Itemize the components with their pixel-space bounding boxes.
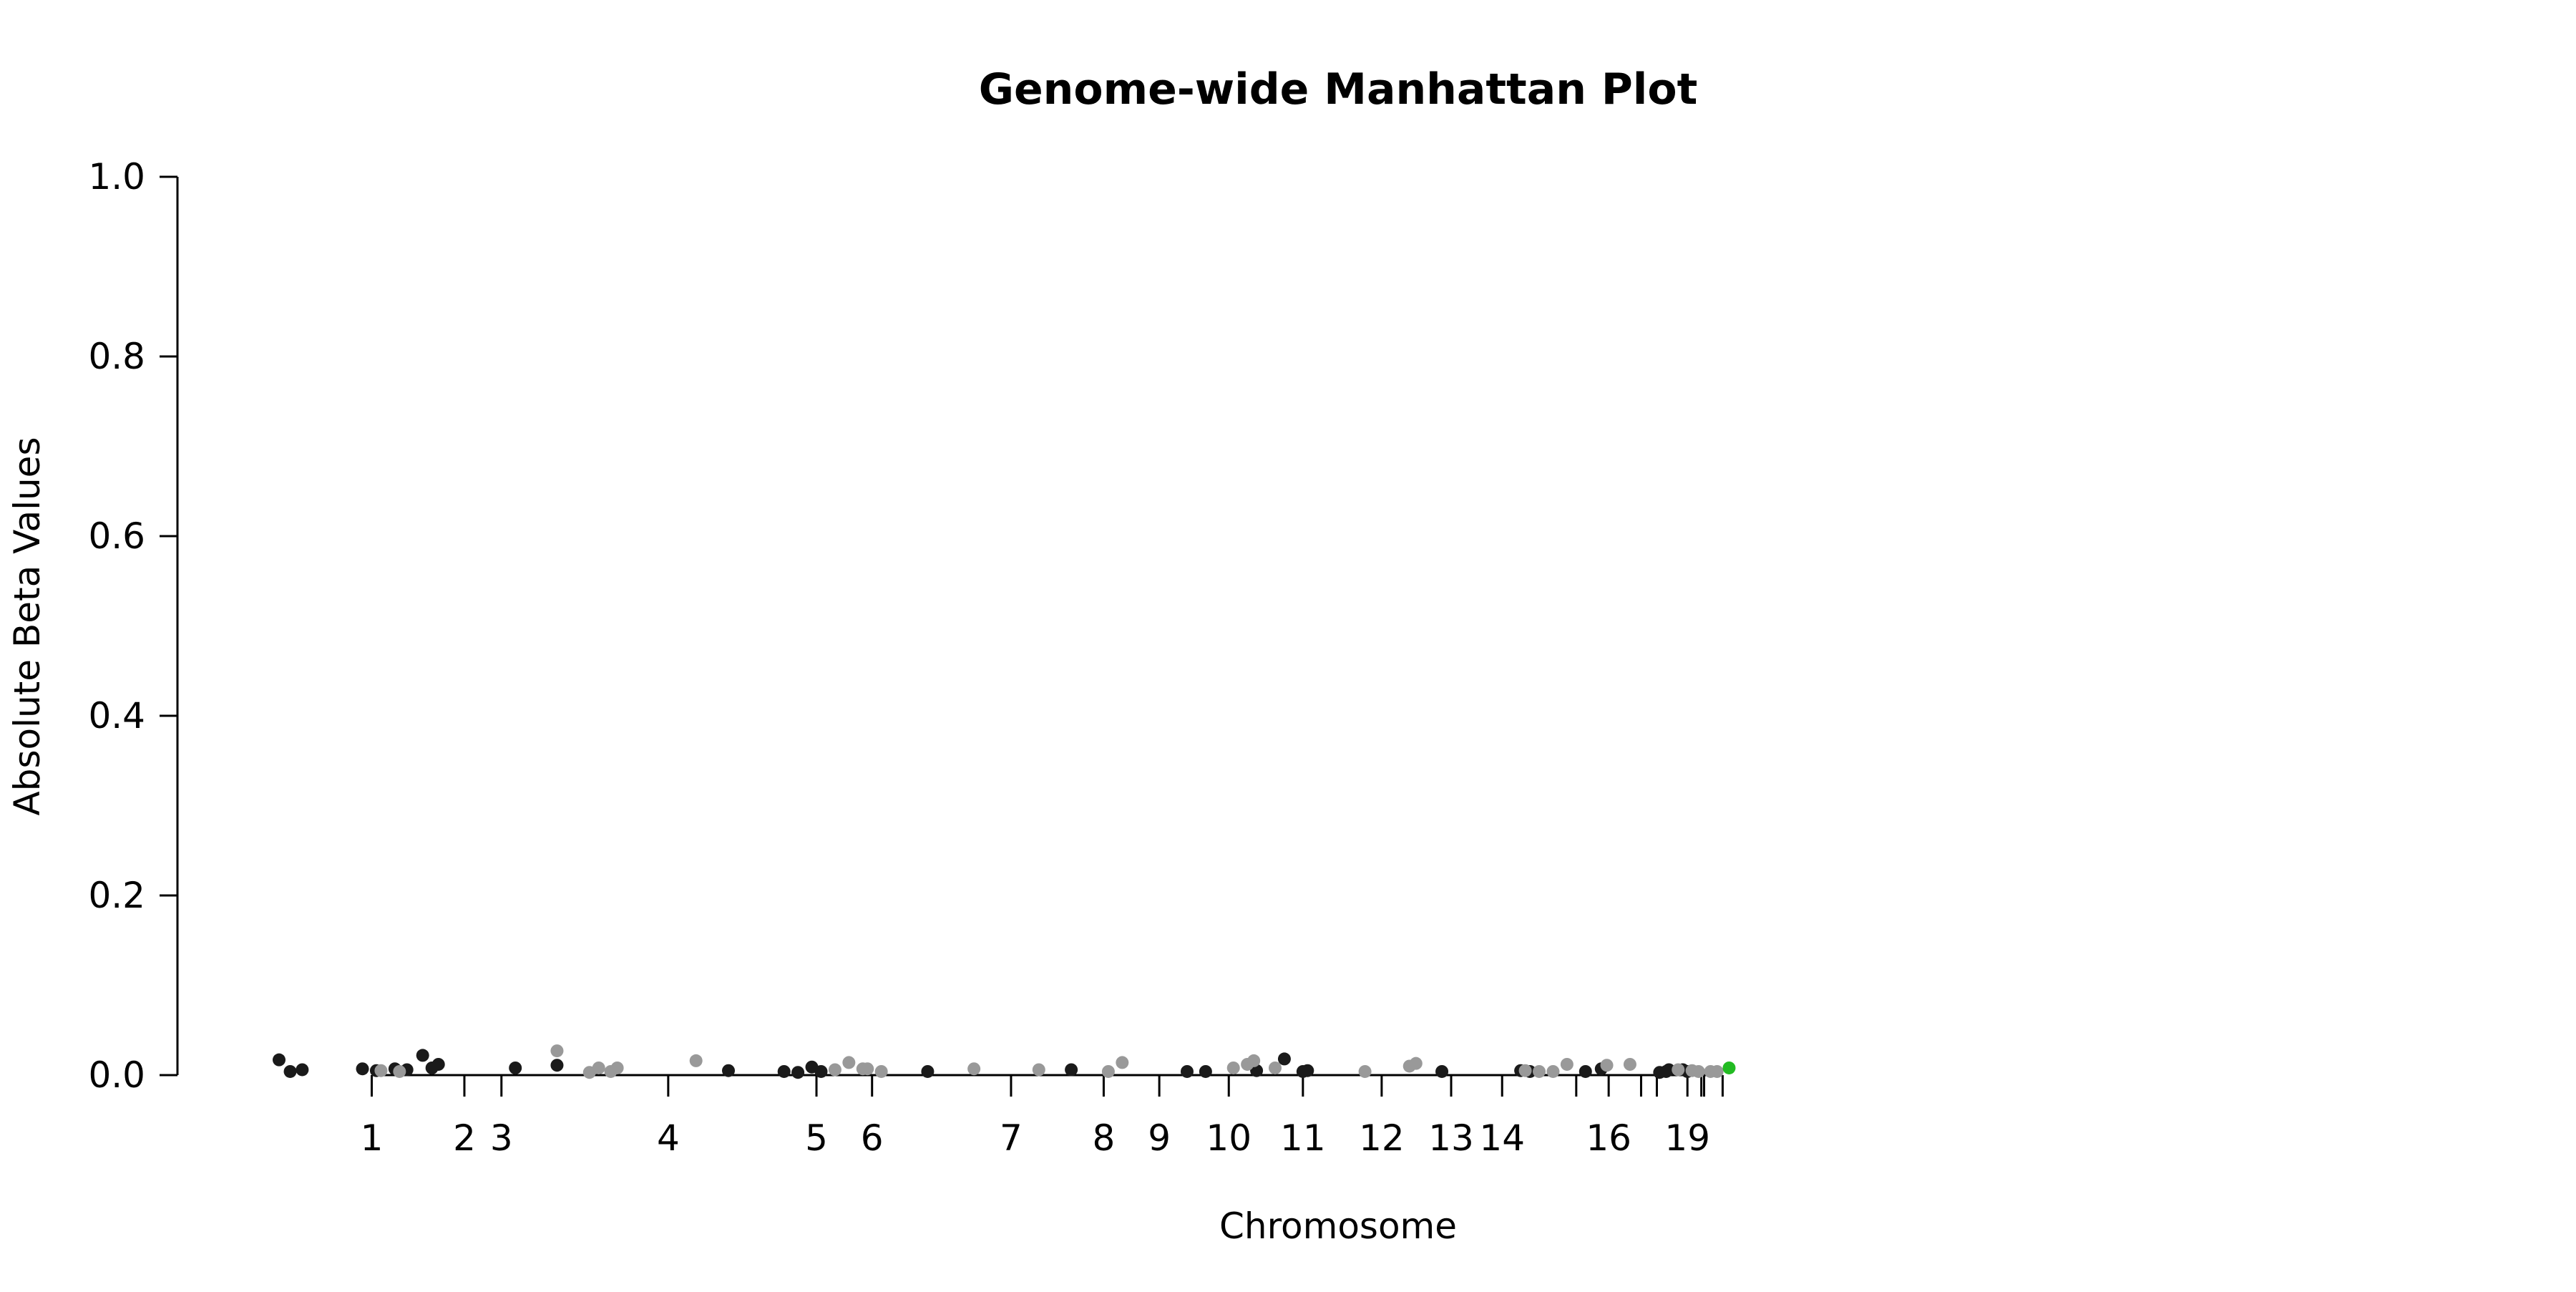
data-point [1579,1064,1592,1078]
data-point [431,1057,445,1071]
data-point [283,1064,297,1078]
data-point [1250,1064,1264,1077]
data-point [592,1061,605,1074]
data-point [1268,1061,1282,1074]
data-point [1435,1064,1449,1078]
data-point [416,1049,429,1062]
x-tick-label: 8 [1093,1117,1116,1159]
x-axis-label: Chromosome [1219,1205,1457,1247]
data-point [1533,1064,1546,1078]
y-tick-label: 0.4 [88,695,145,737]
data-point [273,1053,286,1067]
x-tick-label: 1 [361,1117,384,1159]
x-tick-label: 11 [1280,1117,1326,1159]
y-tick-label: 0.8 [88,336,145,377]
data-point [1710,1064,1724,1078]
x-tick-label: 13 [1428,1117,1474,1159]
data-point [1358,1064,1372,1078]
data-point [550,1044,564,1058]
data-point [1560,1057,1574,1071]
x-tick-label: 6 [861,1117,884,1159]
data-point [1101,1064,1115,1078]
x-axis: 1 2 3 4 5 6 7 8 9 10 11 12 13 14 16 19 [361,1074,1724,1159]
data-point [861,1062,874,1076]
data-point [777,1064,791,1078]
data-point [791,1066,805,1079]
x-tick-label: 7 [1000,1117,1023,1159]
y-tick-label: 0.6 [88,515,145,557]
x-tick-label: 9 [1148,1117,1171,1159]
data-point [610,1061,624,1074]
data-points [273,1044,1736,1079]
data-point [1672,1063,1685,1077]
x-tick-label: 4 [657,1117,680,1159]
chart-title: Genome-wide Manhattan Plot [979,64,1698,115]
data-point [722,1064,736,1077]
data-point [874,1064,888,1078]
data-point [374,1064,388,1077]
x-tick-label: 19 [1664,1117,1710,1159]
data-point [689,1054,703,1067]
y-tick-label: 0.2 [88,875,145,916]
x-tick-label: 2 [453,1117,476,1159]
data-point [921,1064,935,1078]
data-point [1180,1064,1194,1078]
y-tick-label: 1.0 [88,156,145,198]
y-axis-label: Absolute Beta Values [6,437,48,816]
y-axis: 0.0 0.2 0.4 0.6 0.8 1.0 [88,156,179,1096]
data-point [296,1063,309,1077]
data-point [1032,1063,1045,1077]
data-point [1065,1063,1078,1077]
data-point [842,1056,856,1069]
data-point [1662,1063,1676,1077]
data-point [1692,1064,1705,1078]
x-tick-label: 3 [490,1117,513,1159]
data-point [1247,1054,1261,1067]
x-tick-label: 14 [1479,1117,1525,1159]
x-tick-label: 10 [1206,1117,1252,1159]
data-point [1546,1064,1560,1078]
x-tick-label: 5 [805,1117,828,1159]
x-tick-label: 16 [1586,1117,1631,1159]
data-point [509,1061,522,1074]
data-point [1600,1059,1614,1072]
data-point [814,1064,828,1078]
data-point [393,1064,406,1078]
data-point [1116,1056,1129,1069]
data-point [967,1062,981,1076]
data-point [550,1059,564,1072]
x-tick-label: 12 [1359,1117,1405,1159]
data-point [1277,1052,1291,1066]
data-point [1301,1064,1314,1077]
y-tick-label: 0.0 [88,1054,145,1096]
data-point [1409,1057,1423,1070]
data-point [356,1062,369,1076]
data-point [1226,1061,1240,1074]
data-point [1518,1064,1532,1077]
data-point [1623,1057,1636,1071]
data-point [1722,1061,1736,1074]
data-point [828,1063,841,1077]
data-point [1199,1064,1212,1078]
